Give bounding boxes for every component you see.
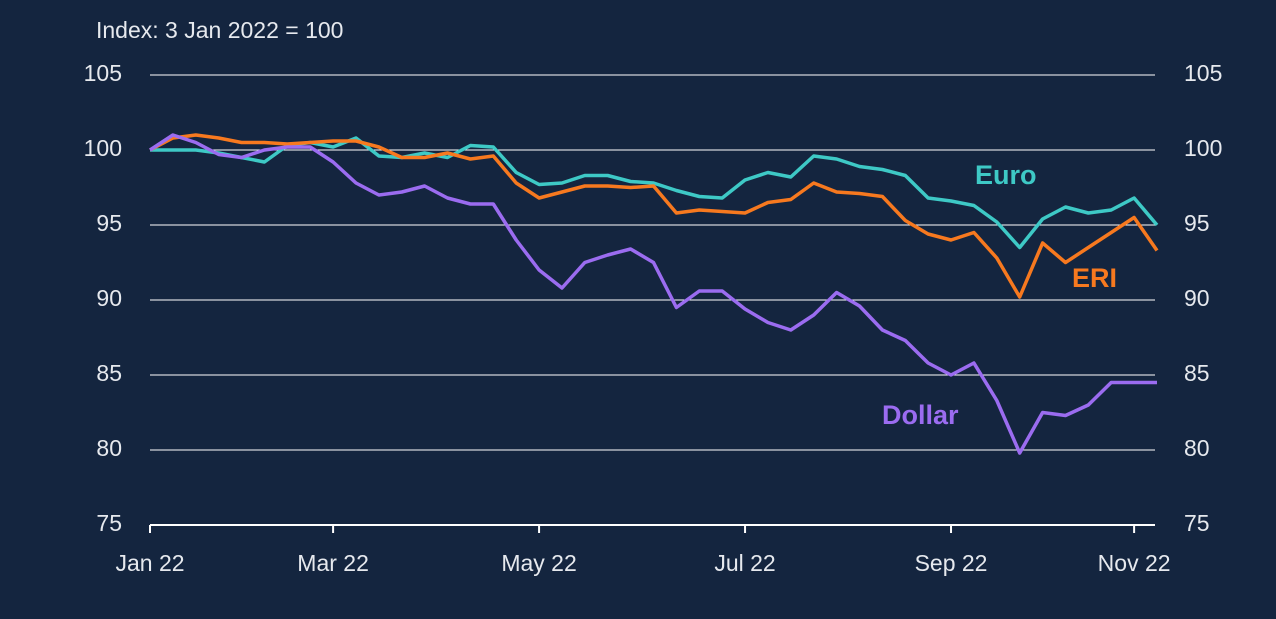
y-tick-label: 95 <box>96 210 122 236</box>
series-line <box>150 136 1159 250</box>
x-tick-label: Nov 22 <box>1098 550 1171 576</box>
x-tick-label: Sep 22 <box>915 550 988 576</box>
x-tick-label: Mar 22 <box>297 550 369 576</box>
y2-tick-label: 85 <box>1184 360 1210 386</box>
series-line <box>149 133 1159 299</box>
y2-tick-label: 105 <box>1184 60 1222 86</box>
y-tick-label: 85 <box>96 360 122 386</box>
y-tick-label: 80 <box>96 435 122 461</box>
y-tick-label: 75 <box>96 510 122 536</box>
series-line <box>149 133 1157 455</box>
series-label: ERI <box>1072 263 1117 293</box>
y-tick-label: 90 <box>96 285 122 311</box>
y-tick-label: 100 <box>84 135 122 161</box>
y2-tick-label: 90 <box>1184 285 1210 311</box>
x-tick-label: May 22 <box>501 550 576 576</box>
y2-tick-label: 95 <box>1184 210 1210 236</box>
series-label: Euro <box>975 160 1037 190</box>
y2-tick-label: 75 <box>1184 510 1210 536</box>
x-tick-label: Jan 22 <box>115 550 184 576</box>
y-tick-label: 105 <box>84 60 122 86</box>
series-label: Dollar <box>882 400 959 430</box>
y2-tick-label: 100 <box>1184 135 1222 161</box>
x-tick-label: Jul 22 <box>714 550 775 576</box>
subtitle: Index: 3 Jan 2022 = 100 <box>96 17 343 43</box>
y2-tick-label: 80 <box>1184 435 1210 461</box>
